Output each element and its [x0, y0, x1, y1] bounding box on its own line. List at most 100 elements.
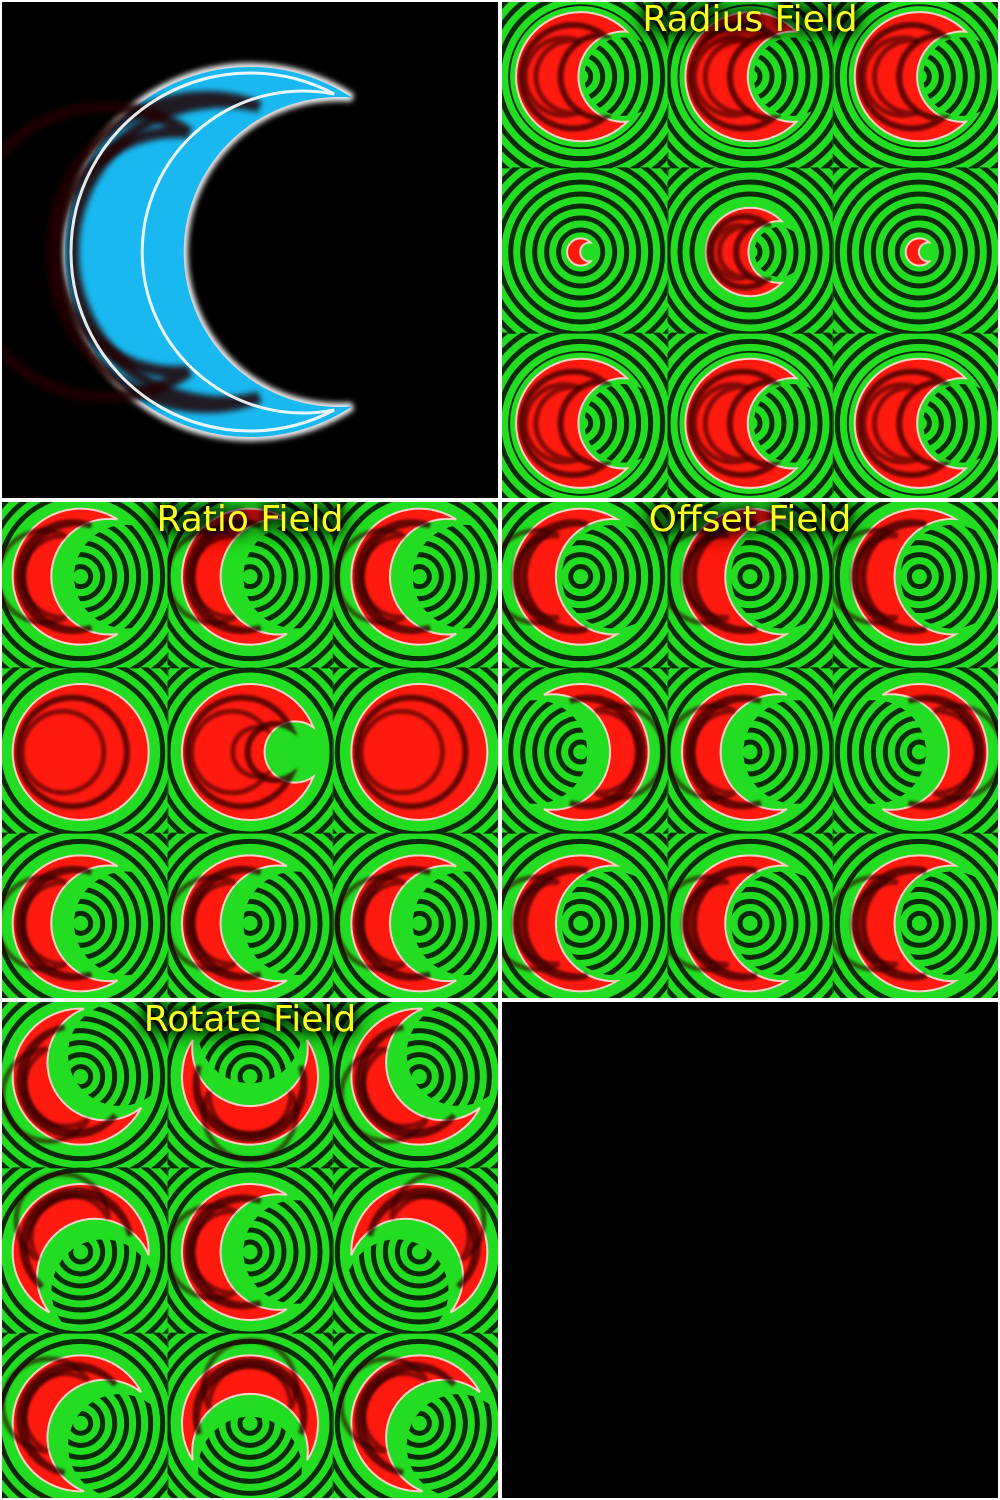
crescent-band — [333, 874, 406, 973]
crescent-band — [189, 708, 273, 796]
field-crescent — [345, 678, 494, 826]
field-tile — [502, 332, 669, 498]
field-tile — [667, 2, 834, 169]
field-crescent — [6, 678, 155, 826]
field-ring — [737, 564, 763, 590]
crescent-band — [518, 368, 614, 478]
field-tile — [2, 502, 169, 669]
crescent-band — [709, 223, 751, 281]
crescent-band — [594, 703, 667, 801]
crescent-band — [2, 527, 68, 626]
field-crescent — [2, 849, 135, 998]
field-crescent — [338, 1002, 492, 1151]
crescent-band — [167, 1203, 237, 1301]
field-tile — [332, 832, 498, 998]
field-ring — [667, 338, 834, 498]
preview-crescent — [2, 63, 355, 441]
field-ring — [2, 667, 166, 834]
crescent-band — [167, 874, 237, 973]
crescent-band — [2, 1356, 91, 1454]
field-tile — [167, 667, 334, 834]
field-crescent — [2, 1349, 153, 1498]
field-ring — [870, 203, 968, 301]
crescent-band — [667, 527, 730, 626]
crescent-band — [167, 527, 237, 626]
field-ring — [2, 1002, 166, 1162]
field-tile — [2, 832, 169, 998]
field-tile — [832, 332, 998, 498]
crescent-body — [904, 237, 932, 267]
preview-crescent-band — [45, 91, 262, 413]
field-crescent — [679, 6, 812, 148]
field-tile — [167, 1002, 334, 1169]
crescent-body — [11, 1007, 143, 1146]
crescent-band — [201, 1337, 299, 1410]
crescent-band — [667, 874, 730, 973]
field-crescent — [345, 1171, 494, 1324]
crescent-band — [691, 382, 751, 465]
field-tile — [332, 667, 498, 834]
field-background — [2, 1002, 498, 1498]
field-ring — [568, 910, 594, 936]
crescent-band — [687, 368, 783, 478]
field-tile — [167, 1167, 334, 1334]
field-crescent — [848, 6, 981, 148]
field-ring — [667, 167, 834, 334]
crescent-band — [667, 703, 737, 801]
field-crescent — [527, 678, 667, 826]
field-tile — [2, 1167, 169, 1334]
crescent-body — [350, 1183, 489, 1314]
field-ring — [894, 227, 944, 277]
crescent-band — [19, 708, 107, 796]
field-tile — [502, 2, 669, 169]
field-crescent — [667, 849, 809, 998]
crescent-band — [338, 1046, 430, 1144]
field-crescent — [167, 1178, 304, 1326]
field-tile — [502, 832, 669, 998]
crescent-band — [353, 694, 469, 810]
field-tile — [832, 832, 998, 998]
offset-field-canvas — [502, 502, 998, 998]
field-ring — [334, 667, 498, 834]
field-crescent — [6, 1171, 155, 1324]
field-crescent — [176, 1337, 324, 1477]
crescent-body — [11, 1354, 143, 1493]
field-ring — [846, 179, 992, 325]
field-ring — [677, 179, 823, 325]
crescent-band — [518, 22, 614, 132]
ratio-field-canvas — [2, 502, 498, 998]
field-tile — [667, 832, 834, 998]
field-tile — [667, 332, 834, 498]
crescent-band — [388, 1171, 487, 1262]
field-tile — [167, 832, 334, 998]
field-ring — [502, 838, 666, 998]
field-tile — [2, 1002, 169, 1169]
rotate-field-panel: Rotate Field — [2, 1002, 498, 1498]
field-crescent — [167, 849, 304, 998]
field-background — [502, 502, 998, 998]
field-ring — [544, 215, 618, 289]
crescent-band — [338, 1356, 430, 1454]
field-crescent — [510, 352, 643, 494]
radius-field-panel: Radius Field — [502, 2, 998, 498]
field-ring — [834, 2, 998, 162]
field-ring — [834, 167, 998, 334]
field-tile — [667, 502, 834, 669]
field-ring — [858, 191, 980, 313]
field-crescent — [510, 6, 643, 148]
crescent-band — [861, 35, 920, 118]
field-ring — [334, 1002, 498, 1162]
field-tile — [332, 1167, 498, 1334]
crescent-band — [932, 703, 998, 801]
preview-crescent-canvas — [2, 63, 355, 441]
field-crescent — [865, 678, 998, 826]
field-crescent — [2, 1002, 153, 1151]
preview-crescent-band — [2, 101, 193, 403]
field-ring — [568, 564, 594, 590]
field-ring — [667, 502, 834, 662]
field-ring — [689, 191, 811, 313]
field-ring — [520, 191, 642, 313]
field-crescent — [2, 502, 135, 651]
field-tile — [167, 1332, 334, 1498]
field-crescent — [832, 849, 979, 998]
